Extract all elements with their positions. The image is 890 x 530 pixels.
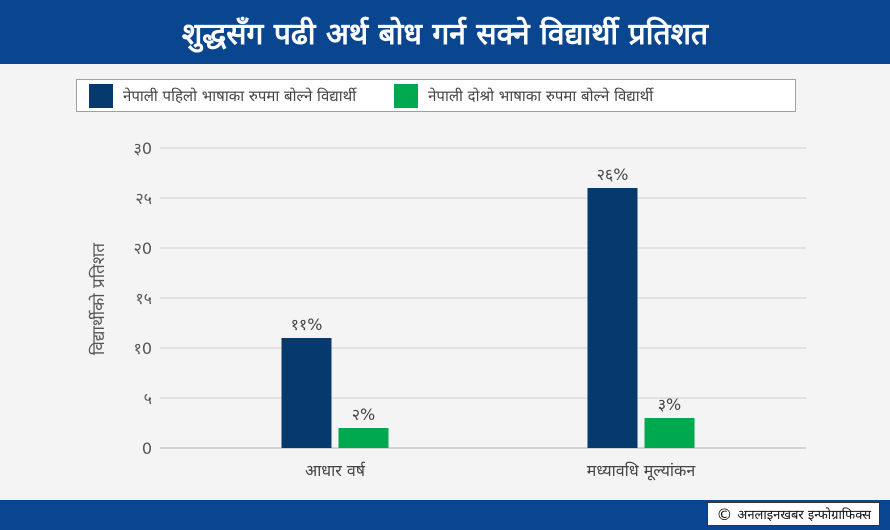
header-bar: शुद्धसँग पढी अर्थ बोध गर्न सक्ने विद्यार… [0, 0, 890, 64]
legend-label-series1: नेपाली पहिलो भाषाका रुपमा बोल्ने विद्यार… [123, 86, 357, 105]
bar-series2-cat1 [338, 428, 389, 448]
bar-series1-cat2 [587, 188, 638, 448]
copyright-icon: © [716, 504, 733, 524]
chart-legend: नेपाली पहिलो भाषाका रुपमा बोल्ने विद्यार… [76, 79, 796, 112]
legend-swatch-series1 [89, 83, 113, 108]
x-axis-categories: आधार वर्ष मध्यावधि मूल्यांकन [305, 461, 696, 481]
credit-badge: © अनलाइनखबर इन्फोग्राफिक्स [707, 502, 880, 526]
y-tick-label: 0 [142, 439, 152, 458]
legend-item-series2: नेपाली दोश्रो भाषाका रुपमा बोल्ने विद्या… [394, 83, 654, 108]
data-label-series2-cat2: ३% [658, 395, 682, 414]
legend-swatch-series2 [394, 83, 419, 108]
bar-chart: 0 ५ १0 १५ २0 २५ ३0 ११% २% २६% ३% आधार वर्ष मध्यावध… [88, 139, 806, 481]
y-tick-label: २५ [135, 189, 152, 208]
data-label-series1-cat1: ११% [291, 315, 323, 334]
data-label-series2-cat1: २% [352, 405, 376, 424]
data-label-series1-cat2: २६% [597, 165, 629, 184]
x-category-label: आधार वर्ष [305, 461, 366, 480]
y-tick-label: १0 [134, 339, 153, 358]
y-tick-label: ३0 [134, 139, 153, 158]
gridlines [160, 147, 806, 449]
bar-series1-cat1 [281, 338, 332, 448]
y-tick-label: १५ [135, 289, 152, 308]
legend-item-series1: नेपाली पहिलो भाषाका रुपमा बोल्ने विद्यार… [89, 83, 357, 108]
footer-bar: © अनलाइनखबर इन्फोग्राफिक्स [0, 500, 890, 530]
y-axis-title: विद्यार्थीको प्रतिशत [88, 243, 109, 355]
y-tick-label: ५ [144, 389, 152, 408]
bar-series2-cat2 [644, 418, 695, 448]
bars [281, 188, 695, 448]
chart-title: शुद्धसँग पढी अर्थ बोध गर्न सक्ने विद्यार… [181, 16, 709, 52]
credit-text: अनलाइनखबर इन्फोग्राफिक्स [737, 508, 871, 523]
y-tick-label: २0 [134, 239, 153, 258]
x-category-label: मध्यावधि मूल्यांकन [587, 461, 697, 481]
legend-label-series2: नेपाली दोश्रो भाषाका रुपमा बोल्ने विद्या… [428, 86, 654, 105]
data-labels: ११% २% २६% ३% [291, 165, 682, 424]
y-axis-ticks: 0 ५ १0 १५ २0 २५ ३0 [134, 139, 153, 458]
